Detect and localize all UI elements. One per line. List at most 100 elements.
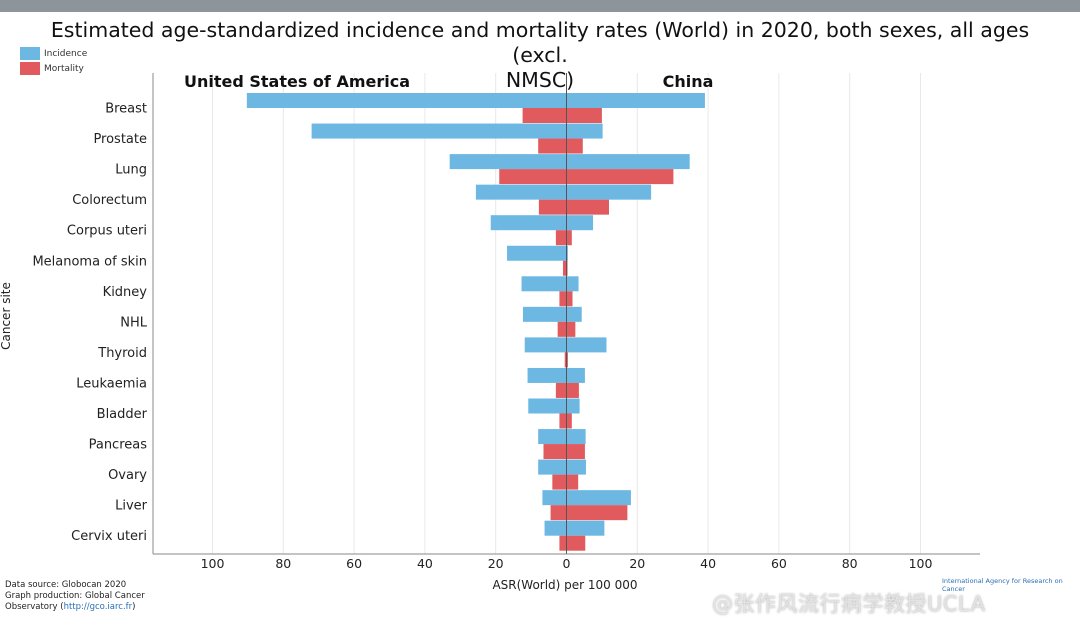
- category-label-6: Kidney: [103, 285, 148, 300]
- bar-left-mortality-1: [538, 138, 567, 154]
- bar-right-mortality-13: [566, 505, 628, 521]
- weibo-watermark: @张作风流行病学教授UCLA: [712, 592, 986, 616]
- bar-left-incidence-0: [246, 93, 567, 108]
- category-label-11: Pancreas: [89, 438, 148, 453]
- legend: Incidence Mortality: [20, 46, 87, 76]
- title-line-2: NMSC): [505, 68, 575, 92]
- bar-left-incidence-1: [311, 123, 567, 139]
- category-label-5: Melanoma of skin: [32, 254, 147, 269]
- bar-right-mortality-14: [566, 535, 586, 551]
- bar-right-incidence-2: [566, 154, 690, 170]
- country-label-left: United States of America: [184, 72, 410, 91]
- bar-right-incidence-13: [566, 490, 631, 506]
- top-band: [0, 0, 1080, 12]
- bar-left-incidence-2: [449, 154, 567, 170]
- chart-title: Estimated age-standardized incidence and…: [40, 18, 1040, 93]
- x-tick-label-10: 100: [909, 556, 933, 571]
- category-label-4: Corpus uteri: [67, 224, 147, 239]
- bar-right-mortality-1: [566, 138, 583, 154]
- bar-right-incidence-6: [566, 276, 579, 292]
- bar-left-incidence-4: [490, 215, 567, 231]
- source-line-3: Observatory (http://gco.iarc.fr): [5, 602, 145, 613]
- bar-left-mortality-2: [499, 169, 567, 185]
- bar-left-mortality-13: [550, 505, 567, 521]
- legend-incidence-label: Incidence: [44, 48, 88, 59]
- category-label-13: Liver: [115, 499, 148, 514]
- x-tick-label-5: 0: [563, 556, 571, 571]
- bar-left-mortality-5: [562, 260, 567, 276]
- bar-left-incidence-12: [538, 459, 567, 475]
- source-line-2: Graph production: Global Cancer: [5, 591, 145, 601]
- source-line-1: Data source: Globocan 2020: [5, 580, 127, 590]
- x-tick-label-2: 60: [346, 556, 362, 571]
- bar-right-incidence-4: [566, 215, 594, 231]
- x-tick-label-6: 20: [629, 556, 645, 571]
- bar-right-incidence-10: [566, 398, 580, 414]
- bar-left-mortality-8: [564, 352, 567, 368]
- legend-mortality-label: Mortality: [44, 63, 84, 74]
- bar-left-incidence-13: [542, 490, 567, 506]
- country-label-right: China: [663, 72, 714, 91]
- legend-item-incidence: Incidence: [20, 46, 87, 61]
- bar-left-mortality-11: [543, 444, 567, 460]
- bar-left-mortality-10: [559, 413, 567, 429]
- bar-right-mortality-11: [566, 444, 585, 460]
- x-tick-label-7: 40: [700, 556, 716, 571]
- x-tick-label-1: 80: [275, 556, 291, 571]
- x-tick-label-3: 40: [417, 556, 433, 571]
- x-tick-label-0: 100: [201, 556, 225, 571]
- bar-left-mortality-14: [559, 535, 567, 551]
- bar-right-incidence-9: [566, 367, 585, 383]
- bar-left-mortality-7: [557, 321, 567, 337]
- category-label-10: Bladder: [97, 407, 148, 422]
- bar-right-mortality-7: [566, 321, 576, 337]
- bar-right-mortality-2: [566, 169, 674, 185]
- bar-right-incidence-11: [566, 429, 586, 445]
- legend-item-mortality: Mortality: [20, 61, 87, 76]
- category-label-14: Cervix uteri: [71, 529, 147, 544]
- iarc-logo-text: International Agency for Research on Can…: [942, 577, 1063, 593]
- bar-left-incidence-5: [507, 245, 567, 261]
- bar-right-mortality-6: [566, 291, 573, 307]
- bar-left-incidence-7: [522, 306, 567, 322]
- category-label-1: Prostate: [93, 132, 147, 147]
- x-tick-label-8: 60: [771, 556, 787, 571]
- bar-left-incidence-11: [538, 429, 567, 445]
- mortality-swatch: [20, 62, 40, 75]
- bar-left-incidence-10: [528, 398, 567, 414]
- category-label-9: Leukaemia: [76, 376, 147, 391]
- bar-left-incidence-14: [544, 520, 567, 536]
- bar-left-incidence-6: [521, 276, 567, 292]
- data-source-note: Data source: Globocan 2020 Graph product…: [5, 580, 145, 613]
- bar-right-incidence-14: [566, 520, 605, 536]
- bar-right-incidence-7: [566, 306, 582, 322]
- incidence-swatch: [20, 47, 40, 60]
- category-label-0: Breast: [105, 102, 147, 117]
- bar-right-mortality-8: [566, 352, 568, 368]
- title-line-1: Estimated age-standardized incidence and…: [50, 18, 1030, 67]
- bar-right-mortality-10: [566, 413, 572, 429]
- bar-right-incidence-8: [566, 337, 607, 353]
- category-label-12: Ovary: [108, 468, 147, 483]
- bar-right-incidence-3: [566, 184, 652, 200]
- source-line-3-suffix: ): [132, 602, 136, 612]
- bar-left-incidence-8: [524, 337, 567, 353]
- bar-right-mortality-3: [566, 199, 609, 215]
- bar-left-incidence-9: [527, 367, 567, 383]
- gco-link[interactable]: http://gco.iarc.fr: [63, 602, 133, 612]
- bar-right-mortality-5: [566, 260, 568, 276]
- bar-right-incidence-12: [566, 459, 586, 475]
- bar-right-mortality-4: [566, 230, 572, 246]
- bar-right-incidence-5: [566, 245, 568, 261]
- x-tick-label-9: 80: [842, 556, 858, 571]
- bar-left-mortality-12: [552, 474, 567, 490]
- x-tick-label-4: 20: [488, 556, 504, 571]
- bar-left-mortality-0: [522, 108, 567, 123]
- source-line-3-prefix: Observatory (: [5, 602, 64, 612]
- bar-left-incidence-3: [475, 184, 567, 200]
- bar-left-mortality-3: [538, 199, 567, 215]
- bar-right-mortality-12: [566, 474, 579, 490]
- bar-right-mortality-9: [566, 382, 579, 398]
- bar-left-mortality-4: [555, 230, 567, 246]
